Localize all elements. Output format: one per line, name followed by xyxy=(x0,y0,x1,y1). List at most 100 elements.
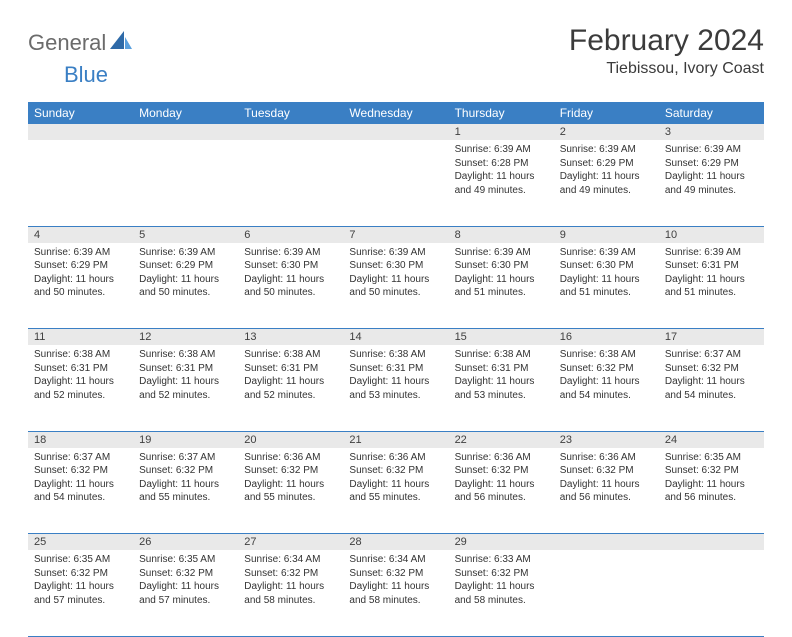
daylight-text-2: and 51 minutes. xyxy=(665,286,758,300)
week-row: Sunrise: 6:39 AM Sunset: 6:28 PM Daylight:… xyxy=(28,140,764,226)
sunrise-text: Sunrise: 6:38 AM xyxy=(349,348,442,362)
sunset-text: Sunset: 6:29 PM xyxy=(560,157,653,171)
daylight-text-2: and 53 minutes. xyxy=(455,389,548,403)
day-cell: Sunrise: 6:39 AMSunset: 6:29 PMDaylight:… xyxy=(554,140,659,226)
day-cell-body: Sunrise: 6:38 AMSunset: 6:31 PMDaylight:… xyxy=(133,345,238,406)
sunrise-text: Sunrise: 6:39 AM xyxy=(455,246,548,260)
sunrise-text: Sunrise: 6:36 AM xyxy=(455,451,548,465)
daylight-text-2: and 49 minutes. xyxy=(455,184,548,198)
day-number: 18 xyxy=(28,431,133,448)
day-number: 1 xyxy=(449,124,554,140)
sunrise-text: Sunrise: 6:38 AM xyxy=(560,348,653,362)
daylight-text-2: and 53 minutes. xyxy=(349,389,442,403)
daylight-text: Daylight: 11 hours xyxy=(244,580,337,594)
daylight-text: Daylight: 11 hours xyxy=(139,478,232,492)
sunset-text: Sunset: 6:32 PM xyxy=(455,464,548,478)
daylight-text: Daylight: 11 hours xyxy=(139,375,232,389)
daynum-row: 2526272829 xyxy=(28,534,764,551)
day-number: 5 xyxy=(133,226,238,243)
sunset-text: Sunset: 6:28 PM xyxy=(455,157,548,171)
day-cell-body: Sunrise: 6:39 AMSunset: 6:29 PMDaylight:… xyxy=(133,243,238,304)
sunrise-text: Sunrise: 6:37 AM xyxy=(34,451,127,465)
day-cell: Sunrise: 6:36 AMSunset: 6:32 PMDaylight:… xyxy=(449,448,554,534)
day-number: 2 xyxy=(554,124,659,140)
sunset-text: Sunset: 6:32 PM xyxy=(139,464,232,478)
location: Tiebissou, Ivory Coast xyxy=(569,60,764,78)
sunrise-text: Sunrise: 6:36 AM xyxy=(244,451,337,465)
day-cell: Sunrise: 6:37 AMSunset: 6:32 PMDaylight:… xyxy=(28,448,133,534)
calendar-table: Sunday Monday Tuesday Wednesday Thursday… xyxy=(28,102,764,637)
week-row: Sunrise: 6:35 AMSunset: 6:32 PMDaylight:… xyxy=(28,550,764,636)
day-number: 10 xyxy=(659,226,764,243)
weekday-header: Friday xyxy=(554,102,659,124)
day-number: 9 xyxy=(554,226,659,243)
sunrise-text: Sunrise: 6:39 AM xyxy=(665,143,758,157)
daylight-text: Daylight: 11 hours xyxy=(560,273,653,287)
brand-part2: Blue xyxy=(64,62,108,88)
day-cell-body: Sunrise: 6:38 AMSunset: 6:31 PMDaylight:… xyxy=(449,345,554,406)
day-cell: Sunrise: 6:38 AMSunset: 6:32 PMDaylight:… xyxy=(554,345,659,431)
daylight-text: Daylight: 11 hours xyxy=(455,273,548,287)
daylight-text: Daylight: 11 hours xyxy=(34,273,127,287)
brand-logo: General xyxy=(28,30,134,56)
day-number: 19 xyxy=(133,431,238,448)
sunset-text: Sunset: 6:29 PM xyxy=(34,259,127,273)
sunset-text: Sunset: 6:31 PM xyxy=(349,362,442,376)
sunrise-text: Sunrise: 6:39 AM xyxy=(139,246,232,260)
sunrise-text: Sunrise: 6:39 AM xyxy=(665,246,758,260)
day-number: 16 xyxy=(554,329,659,346)
weekday-header: Wednesday xyxy=(343,102,448,124)
daylight-text: Daylight: 11 hours xyxy=(139,273,232,287)
daylight-text: Daylight: 11 hours xyxy=(349,478,442,492)
daynum-row: 11121314151617 xyxy=(28,329,764,346)
sunset-text: Sunset: 6:30 PM xyxy=(244,259,337,273)
week-row: Sunrise: 6:39 AMSunset: 6:29 PMDaylight:… xyxy=(28,243,764,329)
sunset-text: Sunset: 6:29 PM xyxy=(139,259,232,273)
day-number: 23 xyxy=(554,431,659,448)
daylight-text: Daylight: 11 hours xyxy=(34,580,127,594)
day-number xyxy=(659,534,764,551)
sunrise-text: Sunrise: 6:35 AM xyxy=(34,553,127,567)
sunset-text: Sunset: 6:31 PM xyxy=(139,362,232,376)
sunrise-text: Sunrise: 6:35 AM xyxy=(665,451,758,465)
sunset-text: Sunset: 6:32 PM xyxy=(139,567,232,581)
daylight-text-2: and 54 minutes. xyxy=(34,491,127,505)
sunrise-text: Sunrise: 6:34 AM xyxy=(349,553,442,567)
daylight-text-2: and 50 minutes. xyxy=(34,286,127,300)
day-cell xyxy=(238,140,343,226)
daylight-text: Daylight: 11 hours xyxy=(244,273,337,287)
daylight-text: Daylight: 11 hours xyxy=(665,170,758,184)
daylight-text: Daylight: 11 hours xyxy=(560,375,653,389)
sunset-text: Sunset: 6:32 PM xyxy=(349,567,442,581)
day-cell-body: Sunrise: 6:36 AMSunset: 6:32 PMDaylight:… xyxy=(554,448,659,509)
day-number: 26 xyxy=(133,534,238,551)
title-block: February 2024 Tiebissou, Ivory Coast xyxy=(569,24,764,78)
day-number: 7 xyxy=(343,226,448,243)
sunrise-text: Sunrise: 6:39 AM xyxy=(560,246,653,260)
day-cell: Sunrise: 6:39 AMSunset: 6:29 PMDaylight:… xyxy=(28,243,133,329)
daylight-text-2: and 58 minutes. xyxy=(244,594,337,608)
day-cell-body: Sunrise: 6:39 AMSunset: 6:30 PMDaylight:… xyxy=(554,243,659,304)
sunrise-text: Sunrise: 6:36 AM xyxy=(349,451,442,465)
day-cell-body: Sunrise: 6:38 AMSunset: 6:31 PMDaylight:… xyxy=(238,345,343,406)
sunrise-text: Sunrise: 6:36 AM xyxy=(560,451,653,465)
daylight-text-2: and 52 minutes. xyxy=(34,389,127,403)
sunrise-text: Sunrise: 6:37 AM xyxy=(139,451,232,465)
day-cell: Sunrise: 6:39 AMSunset: 6:29 PMDaylight:… xyxy=(133,243,238,329)
daynum-row: 18192021222324 xyxy=(28,431,764,448)
day-cell-body: Sunrise: 6:35 AMSunset: 6:32 PMDaylight:… xyxy=(133,550,238,611)
sunset-text: Sunset: 6:32 PM xyxy=(34,567,127,581)
weekday-header: Thursday xyxy=(449,102,554,124)
daylight-text-2: and 49 minutes. xyxy=(665,184,758,198)
daylight-text-2: and 51 minutes. xyxy=(455,286,548,300)
day-cell-body: Sunrise: 6:34 AMSunset: 6:32 PMDaylight:… xyxy=(343,550,448,611)
day-number: 15 xyxy=(449,329,554,346)
day-number: 29 xyxy=(449,534,554,551)
day-cell: Sunrise: 6:36 AMSunset: 6:32 PMDaylight:… xyxy=(343,448,448,534)
brand-part1: General xyxy=(28,30,106,56)
day-cell-body: Sunrise: 6:38 AMSunset: 6:31 PMDaylight:… xyxy=(343,345,448,406)
day-number: 8 xyxy=(449,226,554,243)
day-number xyxy=(343,124,448,140)
sunset-text: Sunset: 6:32 PM xyxy=(244,567,337,581)
day-cell: Sunrise: 6:39 AMSunset: 6:29 PMDaylight:… xyxy=(659,140,764,226)
